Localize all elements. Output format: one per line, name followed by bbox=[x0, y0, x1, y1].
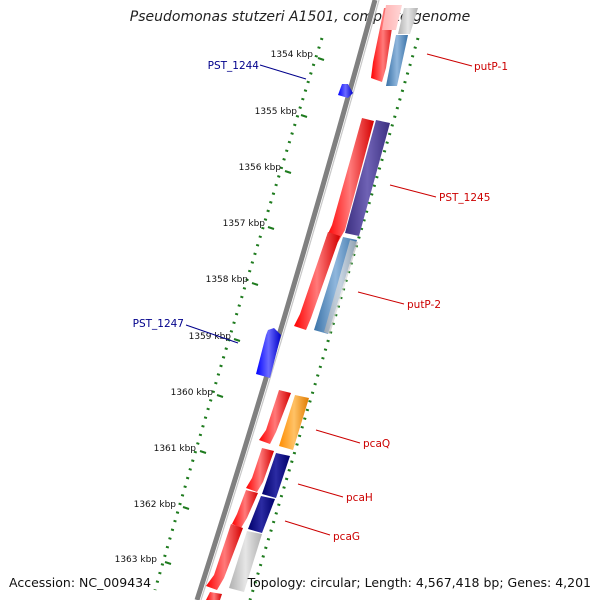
downstream-cds-arrow[interactable] bbox=[206, 524, 243, 590]
tick-label-1362: 1362 kbp bbox=[134, 500, 177, 510]
tick-label-1360: 1360 kbp bbox=[171, 388, 214, 398]
genome-backbone bbox=[194, 0, 378, 600]
outer-tick-track bbox=[153, 37, 324, 591]
tick-label-1357: 1357 kbp bbox=[223, 219, 266, 229]
bottom-edge-cds[interactable] bbox=[206, 592, 222, 600]
pcaQ-gene-block[interactable] bbox=[279, 395, 309, 450]
pcaH-neighbor-cds-arrow[interactable] bbox=[246, 448, 274, 492]
gene-label-PST_1247[interactable]: PST_1247 bbox=[133, 318, 184, 330]
tick-label-1358: 1358 kbp bbox=[206, 275, 249, 285]
pcaG-neighbor-cds-arrow[interactable] bbox=[232, 490, 258, 528]
tick-label-1355: 1355 kbp bbox=[255, 107, 298, 117]
gene-label-PST_1245[interactable]: PST_1245 bbox=[439, 192, 490, 204]
tick-label-1356: 1356 kbp bbox=[239, 163, 282, 173]
putP-2-cds-arrow[interactable] bbox=[294, 232, 340, 330]
PST_1244-cds-arrow[interactable] bbox=[338, 84, 353, 98]
label-leader-lines bbox=[185, 53, 473, 536]
PST_1245-cds-arrow[interactable] bbox=[326, 118, 374, 242]
tick-label-1359: 1359 kbp bbox=[189, 332, 232, 342]
putP-1-gene-top[interactable] bbox=[398, 8, 418, 34]
gene-label-putP-1[interactable]: putP-1 bbox=[474, 61, 508, 73]
cds-feature-track bbox=[206, 5, 402, 600]
genome-summary-text: Topology: circular; Length: 4,567,418 bp… bbox=[247, 575, 591, 590]
gene-label-pcaQ[interactable]: pcaQ bbox=[363, 438, 390, 450]
gene-label-pcaG[interactable]: pcaG bbox=[333, 531, 360, 543]
pink-cds-feature[interactable] bbox=[382, 5, 402, 30]
kbp-tick-labels: 1354 kbp 1355 kbp 1356 kbp 1357 kbp 1358… bbox=[115, 50, 314, 565]
gene-track bbox=[229, 8, 418, 592]
putP-2-gene-tail[interactable] bbox=[324, 240, 358, 334]
gene-label-pcaH[interactable]: pcaH bbox=[346, 492, 373, 504]
tick-label-1363: 1363 kbp bbox=[115, 555, 158, 565]
gene-label-PST_1244[interactable]: PST_1244 bbox=[208, 60, 260, 72]
pcaQ-neighbor-cds-arrow[interactable] bbox=[259, 390, 291, 444]
PST_1247-cds-arrow[interactable] bbox=[256, 328, 281, 378]
kbp-ticks bbox=[164, 57, 325, 565]
tick-label-1354: 1354 kbp bbox=[271, 50, 314, 60]
tick-label-1361: 1361 kbp bbox=[154, 444, 197, 454]
gene-labels: putP-1 PST_1244 PST_1245 putP-2 PST_1247… bbox=[133, 60, 508, 543]
accession-text: Accession: NC_009434 bbox=[9, 575, 152, 590]
gene-label-putP-2[interactable]: putP-2 bbox=[407, 299, 441, 311]
pcaH-gene-block[interactable] bbox=[262, 453, 290, 498]
genome-backbone-highlight bbox=[200, 0, 380, 600]
pcaG-gene-block[interactable] bbox=[248, 496, 275, 533]
grey-gene-block[interactable] bbox=[229, 531, 262, 592]
inner-dotted-track bbox=[248, 37, 420, 600]
putP-1-gene-block[interactable] bbox=[386, 35, 408, 86]
PST_1245-gene-block[interactable] bbox=[345, 120, 390, 236]
